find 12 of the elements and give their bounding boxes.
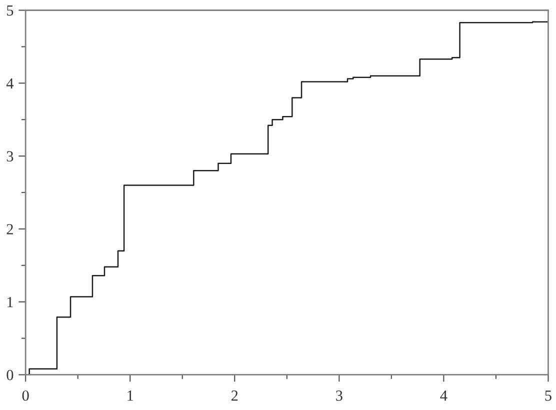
x-tick-label: 2 bbox=[231, 390, 238, 401]
y-tick-label: 4 bbox=[6, 78, 14, 88]
y-tick-label: 5 bbox=[7, 6, 14, 16]
y-tick-label: 0 bbox=[6, 370, 14, 380]
y-tick-label: 1 bbox=[7, 297, 13, 308]
x-tick-label: 5 bbox=[545, 390, 552, 401]
y-tick-label: 2 bbox=[6, 224, 13, 234]
x-tick-label: 1 bbox=[128, 390, 134, 401]
x-tick-label: 0 bbox=[22, 390, 29, 401]
y-tick-label: 3 bbox=[6, 151, 14, 162]
x-tick-label: 3 bbox=[336, 390, 342, 401]
x-tick-label: 4 bbox=[440, 390, 448, 401]
